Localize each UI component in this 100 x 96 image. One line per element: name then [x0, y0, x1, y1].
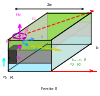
Text: $k_{xx},\ \varepsilon,\ \delta$: $k_{xx},\ \varepsilon,\ \delta$: [71, 56, 88, 64]
Text: $H_x$: $H_x$: [5, 38, 12, 46]
Polygon shape: [8, 40, 51, 50]
Text: $\varepsilon_2,\ \mu_2$: $\varepsilon_2,\ \mu_2$: [69, 61, 82, 69]
Text: $2a$: $2a$: [46, 1, 53, 8]
Polygon shape: [47, 36, 91, 44]
Text: $k$: $k$: [40, 33, 44, 40]
Text: $b$: $b$: [95, 44, 99, 51]
Polygon shape: [8, 63, 51, 71]
Polygon shape: [8, 50, 16, 63]
Text: $H_y$: $H_y$: [15, 54, 22, 63]
Polygon shape: [8, 44, 91, 71]
Polygon shape: [8, 45, 22, 50]
Polygon shape: [8, 13, 91, 40]
Text: $\varepsilon_1,\ \mu_1$: $\varepsilon_1,\ \mu_1$: [2, 75, 15, 82]
Text: Ferrite II: Ferrite II: [41, 87, 57, 91]
Text: $E_z$: $E_z$: [31, 16, 37, 23]
Polygon shape: [47, 13, 91, 22]
Text: $E_y$: $E_y$: [34, 46, 40, 55]
Polygon shape: [51, 13, 91, 71]
Polygon shape: [47, 22, 91, 36]
Polygon shape: [8, 50, 51, 63]
Polygon shape: [8, 22, 91, 50]
Text: $H_z$: $H_z$: [15, 11, 22, 19]
Polygon shape: [8, 13, 47, 71]
Text: a: a: [8, 56, 10, 60]
